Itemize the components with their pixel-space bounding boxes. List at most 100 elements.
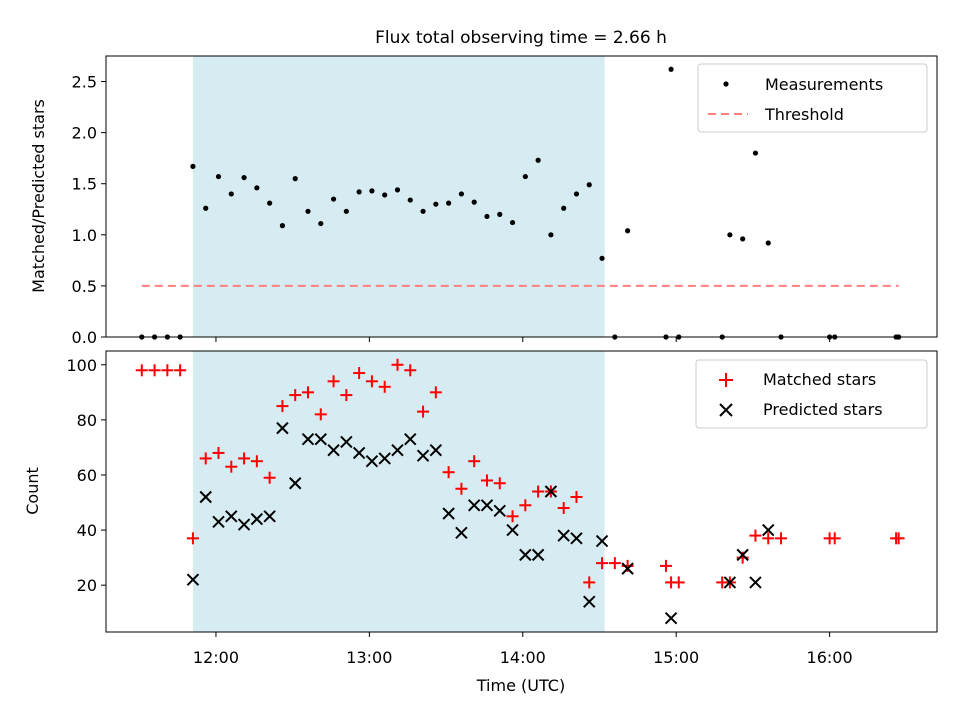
x-tick-label: 13:00 — [346, 648, 392, 667]
measurement-point — [484, 213, 490, 220]
predicted-star-point — [340, 435, 353, 449]
measurement-point — [522, 173, 528, 180]
top-legend-frame — [697, 63, 928, 133]
y-tick-label: 80 — [77, 411, 97, 430]
legend-predicted-label: Predicted stars — [763, 400, 883, 419]
measurement-point — [420, 208, 426, 214]
measurement-point — [203, 205, 209, 211]
measurement-point — [586, 182, 592, 188]
top-shaded-span — [192, 56, 605, 337]
predicted-star-point — [289, 477, 302, 490]
predicted-star-point — [365, 454, 379, 468]
predicted-star-point — [480, 499, 494, 512]
measurement-point — [292, 176, 298, 182]
measurement-point — [343, 208, 349, 214]
top-panel: Flux total observing time = 2.66 h 0.00.… — [29, 28, 938, 347]
matched-star-point — [417, 405, 430, 418]
matched-star-point — [289, 389, 302, 402]
measurement-point — [369, 188, 375, 194]
predicted-star-point — [301, 432, 315, 446]
measurement-point — [599, 255, 605, 261]
predicted-star-point — [506, 523, 519, 537]
measurement-point — [471, 199, 477, 205]
matched-star-point — [749, 529, 762, 542]
predicted-star-point — [455, 526, 468, 540]
predicted-star-point — [416, 449, 430, 462]
bottom-y-ticks: 20 40 60 80 100 — [66, 356, 106, 595]
predicted-star-point — [544, 485, 558, 498]
predicted-star-point — [519, 548, 532, 562]
matched-star-point — [672, 576, 685, 589]
matched-star-point — [429, 386, 442, 399]
matched-star-point — [263, 471, 276, 484]
matched-star-point — [225, 460, 238, 473]
predicted-star-point — [736, 548, 749, 562]
measurement-point — [215, 173, 222, 180]
matched-star-point — [442, 466, 455, 479]
y-tick-label: 60 — [77, 466, 97, 485]
y-tick-label: 1.5 — [72, 175, 97, 194]
matched-star-point — [519, 499, 532, 512]
measurement-point — [561, 205, 567, 211]
predicted-star-point — [237, 518, 251, 531]
matched-star-point — [353, 367, 366, 380]
measurement-point — [765, 240, 771, 246]
measurement-point — [241, 174, 247, 181]
bottom-x-ticks: 12:00 13:00 14:00 15:00 16:00 — [193, 632, 853, 667]
measurement-point — [625, 228, 631, 234]
matched-star-point — [596, 557, 609, 570]
matched-star-point — [762, 532, 775, 545]
matched-star-point — [212, 446, 225, 459]
measurement-point — [305, 208, 311, 214]
matched-star-point — [532, 485, 545, 498]
matched-star-point — [186, 532, 199, 545]
bottom-count-points — [135, 358, 905, 625]
x-tick-label: 12:00 — [193, 648, 239, 667]
predicted-star-point — [429, 443, 443, 457]
matched-star-point — [468, 455, 481, 468]
matched-star-point — [455, 482, 468, 495]
matched-star-point — [570, 491, 583, 504]
measurement-point — [752, 150, 759, 156]
matched-star-point — [583, 576, 596, 589]
predicted-star-point — [404, 432, 417, 446]
bottom-legend: Matched stars Predicted stars — [695, 359, 928, 429]
predicted-star-point — [276, 421, 289, 435]
bottom-legend-frame — [695, 359, 928, 429]
predicted-star-point — [493, 504, 506, 517]
measurement-point — [446, 200, 452, 206]
y-tick-label: 1.0 — [72, 226, 97, 245]
matched-star-point — [135, 364, 148, 377]
measurement-point — [573, 191, 580, 197]
measurement-point — [279, 223, 286, 229]
measurement-point — [267, 200, 273, 206]
top-y-ticks: 0.0 0.5 1.0 1.5 2.0 2.5 — [72, 73, 106, 347]
top-x-ticks — [215, 337, 831, 342]
predicted-star-point — [595, 534, 609, 548]
matched-star-point — [892, 532, 905, 545]
bottom-axes-frame — [105, 350, 938, 633]
predicted-star-point — [762, 523, 775, 537]
matched-star-point — [404, 364, 417, 377]
measurement-point — [497, 211, 503, 217]
measurement-point — [228, 191, 234, 197]
predicted-star-point — [723, 576, 737, 589]
matched-star-point — [365, 375, 378, 388]
x-tick-label: 16:00 — [807, 648, 853, 667]
measurement-point — [356, 189, 362, 195]
predicted-star-point — [263, 510, 276, 523]
matched-star-point — [238, 452, 251, 465]
predicted-star-point — [570, 532, 583, 545]
measurement-point — [740, 236, 746, 242]
matched-star-point — [340, 389, 353, 402]
predicted-star-point — [199, 490, 212, 504]
y-tick-label: 2.5 — [72, 73, 97, 92]
matched-star-point — [327, 375, 340, 388]
top-y-axis-label: Matched/Predicted stars — [29, 99, 48, 293]
measurement-point — [727, 232, 733, 238]
measurement-point — [318, 220, 324, 227]
measurement-point — [458, 191, 465, 197]
predicted-star-point — [749, 576, 762, 589]
predicted-star-point — [327, 443, 340, 457]
